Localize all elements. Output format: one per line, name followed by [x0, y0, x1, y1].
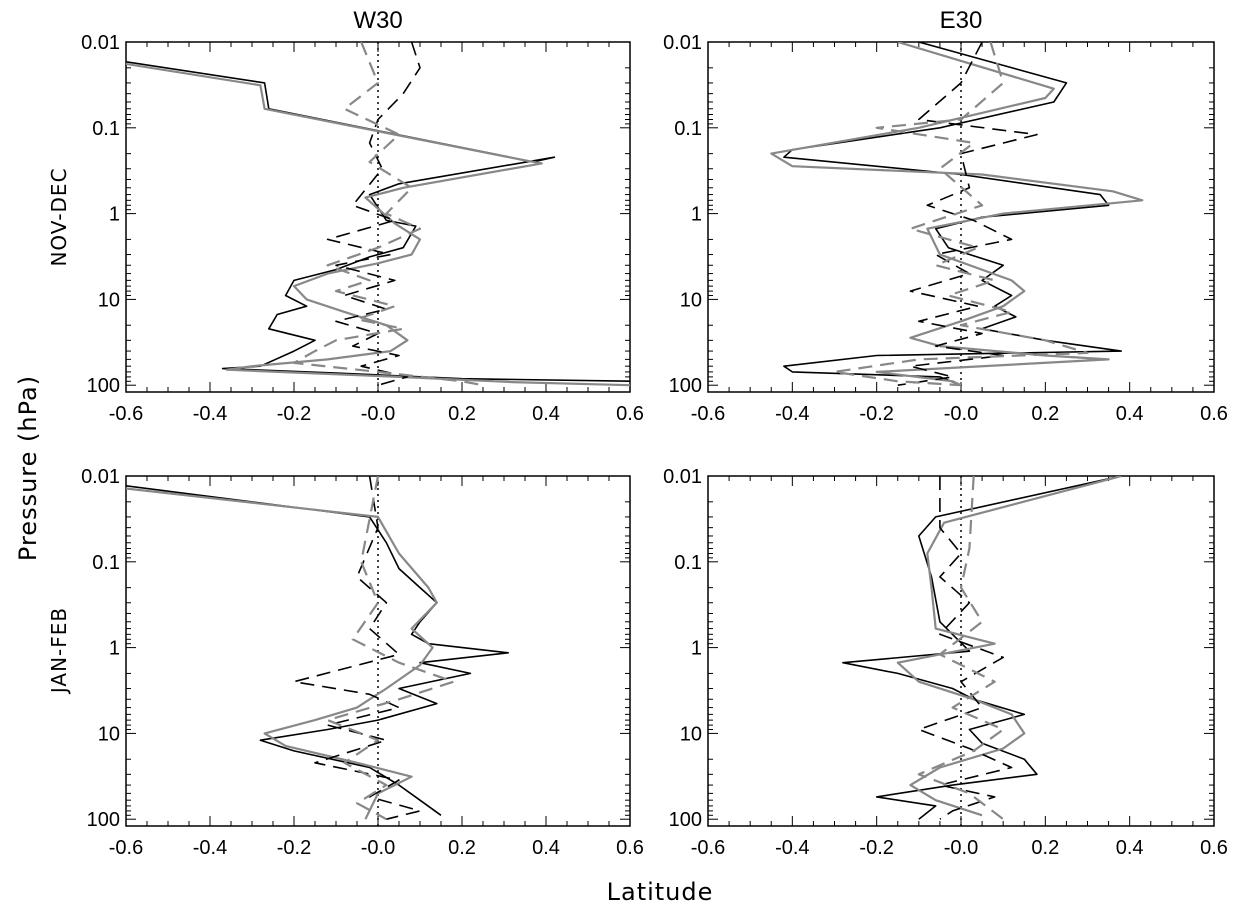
x-tick-label: -0.4: [775, 837, 809, 859]
column-title-e30: E30: [940, 7, 983, 34]
series-line-4-jan-feb-e30: [917, 476, 1005, 821]
x-tick-label: -0.6: [691, 403, 725, 425]
x-tick-label: -0.2: [859, 837, 893, 859]
panel-jan-feb-w30: -0.6 -0.4 -0.2 -0.0 0.2 0.4 0.6 0.01 0.1 1 10 100: [81, 466, 644, 859]
y-tick-label: 1: [109, 638, 120, 660]
y-tick-label: 100: [87, 375, 120, 397]
series-line-3-jan-feb-e30: [918, 476, 1013, 820]
x-tick-label: -0.2: [277, 403, 311, 425]
x-tick-label: 0.4: [532, 837, 560, 859]
y-tick-label: 0.1: [674, 118, 702, 140]
y-tick-label: 0.1: [92, 118, 120, 140]
x-tick-label: -0.6: [109, 403, 143, 425]
x-tick-label: -0.4: [193, 837, 227, 859]
x-tick-label: 0.2: [1031, 403, 1059, 425]
y-tick-label: 10: [98, 723, 120, 745]
series-line-2-jan-feb-e30: [896, 476, 1122, 817]
x-tick-label: -0.0: [944, 403, 978, 425]
series-group: [770, 42, 1144, 387]
y-tick-label: 0.1: [674, 552, 702, 574]
y-tick-label: 1: [109, 204, 120, 226]
series-line-3-nov-dec-w30: [326, 42, 421, 386]
x-tick-label: -0.0: [944, 837, 978, 859]
x-tick-label: 0.4: [532, 403, 560, 425]
y-tick-label: 1: [691, 638, 702, 660]
y-tick-label: 0.01: [663, 466, 702, 488]
y-tick-label: 10: [680, 723, 702, 745]
x-tick-label: -0.6: [691, 837, 725, 859]
y-tick-label: 0.1: [92, 552, 120, 574]
x-tick-label: -0.2: [277, 837, 311, 859]
series-line-2-jan-feb-w30: [126, 487, 438, 820]
series-line-1-jan-feb-w30: [126, 485, 509, 816]
x-tick-label: -0.6: [109, 837, 143, 859]
column-title-w30: W30: [353, 7, 402, 34]
series-group: [126, 476, 509, 821]
series-line-4-jan-feb-w30: [326, 476, 455, 821]
x-tick-label: 0.6: [616, 403, 644, 425]
panel-jan-feb-e30: -0.6 -0.4 -0.2 -0.0 0.2 0.4 0.6 0.01 0.1 1 10 100: [663, 466, 1228, 859]
x-tick-label: 0.2: [448, 837, 476, 859]
x-axis-title: Latitude: [607, 878, 714, 906]
y-tick-label: 0.01: [663, 32, 702, 54]
x-tick-label: -0.4: [193, 403, 227, 425]
y-tick-label: 100: [669, 809, 702, 831]
y-tick-label: 10: [680, 289, 702, 311]
series-line-4-nov-dec-e30: [833, 42, 1089, 387]
x-tick-label: 0.4: [1116, 403, 1144, 425]
x-tick-label: 0.2: [1031, 837, 1059, 859]
x-tick-label: -0.0: [361, 837, 395, 859]
series-group: [126, 42, 630, 387]
y-tick-label: 0.01: [81, 466, 120, 488]
y-tick-label: 100: [87, 809, 120, 831]
y-tick-label: 0.01: [81, 32, 120, 54]
series-line-3-nov-dec-e30: [897, 42, 1038, 386]
y-tick-label: 100: [669, 375, 702, 397]
y-tick-label: 1: [691, 204, 702, 226]
x-tick-label: 0.4: [1116, 837, 1144, 859]
row-title-nov-dec: NOV-DEC: [47, 167, 71, 266]
x-tick-label: 0.6: [1200, 837, 1228, 859]
x-tick-label: 0.2: [448, 403, 476, 425]
series-line-2-nov-dec-e30: [770, 42, 1144, 387]
series-line-4-nov-dec-w30: [292, 42, 484, 387]
x-tick-label: 0.6: [1200, 403, 1228, 425]
series-line-1-jan-feb-e30: [842, 476, 1122, 820]
series-line-2-nov-dec-w30: [126, 62, 630, 387]
x-tick-label: -0.0: [361, 403, 395, 425]
y-tick-label: 10: [98, 289, 120, 311]
y-axis-title: Pressure (hPa): [14, 375, 42, 561]
panel-nov-dec-w30: -0.6 -0.4 -0.2 -0.0 0.2 0.4 0.6 0.01 0.1 1 10 100: [81, 32, 644, 425]
x-tick-label: 0.6: [616, 837, 644, 859]
row-title-jan-feb: JAN-FEB: [47, 607, 71, 695]
series-line-3-jan-feb-w30: [293, 476, 421, 820]
series-group: [842, 476, 1122, 821]
x-tick-label: -0.2: [859, 403, 893, 425]
panel-nov-dec-e30: -0.6 -0.4 -0.2 -0.0 0.2 0.4 0.6 0.01 0.1 1 10 100: [663, 32, 1228, 425]
series-line-1-nov-dec-w30: [126, 60, 630, 382]
x-tick-label: -0.4: [775, 403, 809, 425]
